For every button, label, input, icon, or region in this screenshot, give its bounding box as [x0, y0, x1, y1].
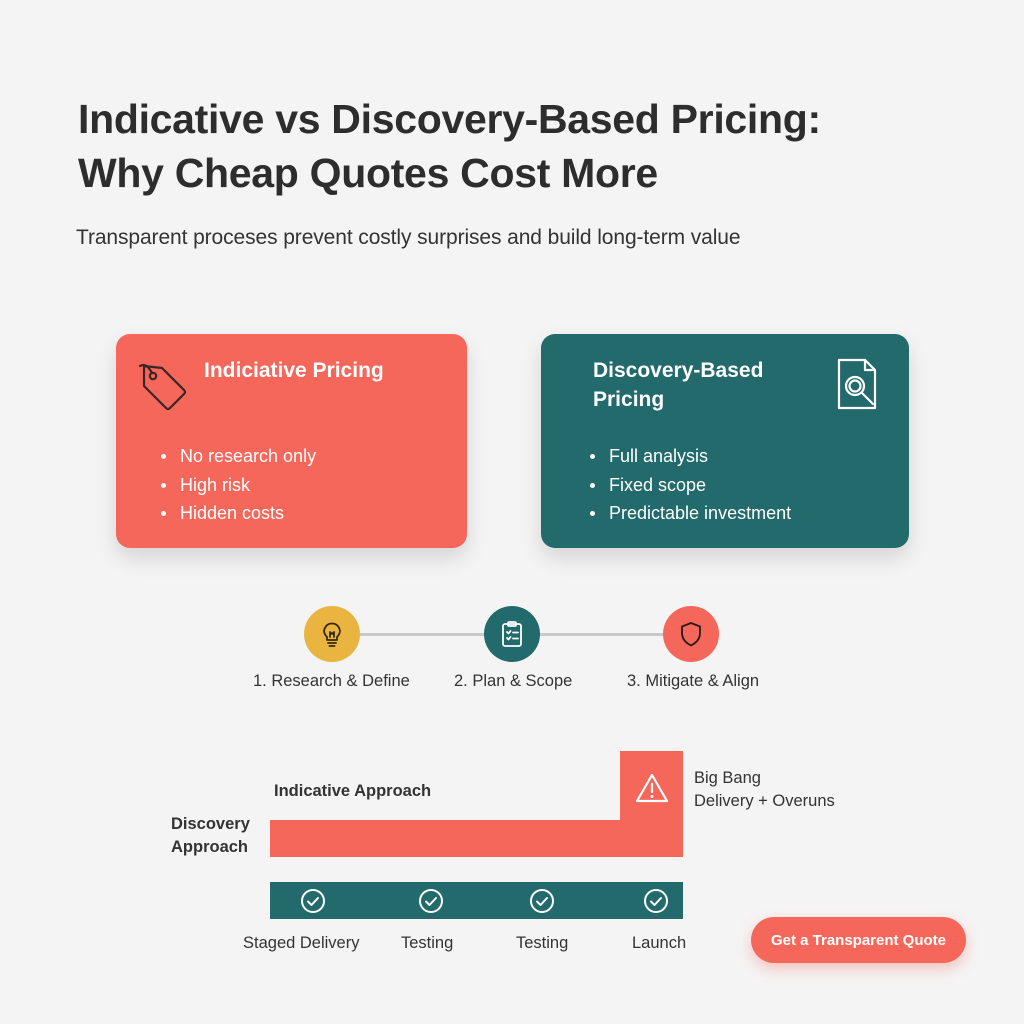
stage-label: Testing — [401, 934, 454, 952]
indicative-point: Hidden costs — [160, 499, 316, 528]
discovery-label-line-1: Discovery — [171, 815, 250, 833]
clipboard-icon — [502, 621, 522, 647]
lightbulb-icon — [323, 622, 341, 647]
stage-label: Testing — [516, 934, 569, 952]
step-1-label: 1. Research & Define — [253, 672, 410, 690]
indicative-point: No research only — [160, 442, 316, 471]
discovery-point: Full analysis — [589, 442, 791, 471]
discovery-points-list: Full analysis Fixed scope Predictable in… — [589, 442, 791, 528]
warning-icon — [635, 773, 669, 803]
step-2-circle — [484, 606, 540, 662]
discovery-label-line-2: Approach — [171, 838, 249, 856]
discovery-point: Predictable investment — [589, 499, 791, 528]
check-circle-icon — [419, 889, 443, 913]
page-title: Indicative vs Discovery-Based Pricing: W… — [78, 92, 978, 200]
stage-label: Launch — [632, 934, 687, 952]
big-bang-line-1: Big Bang — [694, 769, 761, 787]
discovery-title-line-2: Pricing — [593, 388, 665, 411]
discovery-pricing-card: Discovery-Based Pricing Full analysis Fi… — [541, 334, 909, 548]
step-3-label: 3. Mitigate & Align — [627, 672, 760, 690]
price-tag-icon — [138, 363, 187, 411]
indicative-card-title: Indiciative Pricing — [204, 359, 384, 382]
big-bang-label: Big Bang Delivery + Overuns — [694, 767, 835, 813]
check-circle-icon — [530, 889, 554, 913]
check-circle-icon — [644, 889, 668, 913]
discovery-approach-label: Discovery Approach — [171, 813, 250, 859]
step-1-circle — [304, 606, 360, 662]
discovery-title-line-1: Discovery-Based — [593, 359, 764, 382]
big-bang-line-2: Delivery + Overuns — [694, 792, 835, 810]
indicative-points-list: No research only High risk Hidden costs — [160, 442, 316, 528]
indicative-approach-label: Indicative Approach — [274, 782, 432, 800]
title-line-2: Why Cheap Quotes Cost More — [78, 150, 658, 196]
discovery-approach-bar — [270, 882, 683, 919]
document-search-icon — [837, 358, 877, 410]
indicative-point: High risk — [160, 471, 316, 500]
indicative-pricing-card: Indiciative Pricing No research only Hig… — [116, 334, 467, 548]
discovery-point: Fixed scope — [589, 471, 791, 500]
title-line-1: Indicative vs Discovery-Based Pricing: — [78, 96, 821, 142]
shield-icon — [681, 622, 701, 647]
discovery-card-title: Discovery-Based Pricing — [593, 356, 813, 414]
indicative-approach-bar — [270, 820, 683, 857]
big-bang-spike — [620, 751, 683, 857]
page-subtitle: Transparent proceses prevent costly surp… — [76, 226, 741, 249]
check-circle-icon — [301, 889, 325, 913]
get-quote-button[interactable]: Get a Transparent Quote — [751, 917, 966, 963]
step-3-circle — [663, 606, 719, 662]
step-2-label: 2. Plan & Scope — [454, 672, 573, 690]
stage-label: Staged Delivery — [243, 934, 360, 952]
